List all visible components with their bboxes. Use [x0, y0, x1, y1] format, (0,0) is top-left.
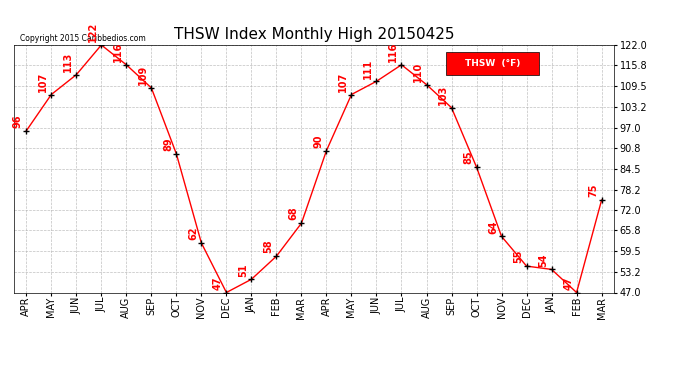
Text: 107: 107	[38, 72, 48, 92]
Text: 96: 96	[13, 114, 23, 128]
Text: THSW  (°F): THSW (°F)	[465, 59, 520, 68]
Text: 90: 90	[313, 134, 323, 148]
Text: 64: 64	[489, 220, 498, 234]
Text: 89: 89	[163, 138, 173, 151]
Text: 58: 58	[263, 240, 273, 254]
Text: Copyright 2015 Caribbedios.com: Copyright 2015 Caribbedios.com	[20, 33, 146, 42]
Text: 103: 103	[438, 85, 449, 105]
Text: 68: 68	[288, 207, 298, 220]
Title: THSW Index Monthly High 20150425: THSW Index Monthly High 20150425	[174, 27, 454, 42]
Text: 109: 109	[138, 65, 148, 85]
Text: 47: 47	[563, 276, 573, 290]
Text: 107: 107	[338, 72, 348, 92]
Text: 85: 85	[463, 151, 473, 164]
Text: 54: 54	[538, 253, 549, 267]
Text: 55: 55	[513, 250, 523, 263]
Text: 116: 116	[113, 42, 123, 62]
Text: 122: 122	[88, 22, 98, 42]
Text: 75: 75	[589, 184, 598, 197]
FancyBboxPatch shape	[446, 53, 539, 75]
Text: 51: 51	[238, 263, 248, 276]
Text: 62: 62	[188, 227, 198, 240]
Text: 47: 47	[213, 276, 223, 290]
Text: 113: 113	[63, 52, 73, 72]
Text: 110: 110	[413, 62, 423, 82]
Text: 116: 116	[388, 42, 398, 62]
Text: 111: 111	[363, 58, 373, 78]
